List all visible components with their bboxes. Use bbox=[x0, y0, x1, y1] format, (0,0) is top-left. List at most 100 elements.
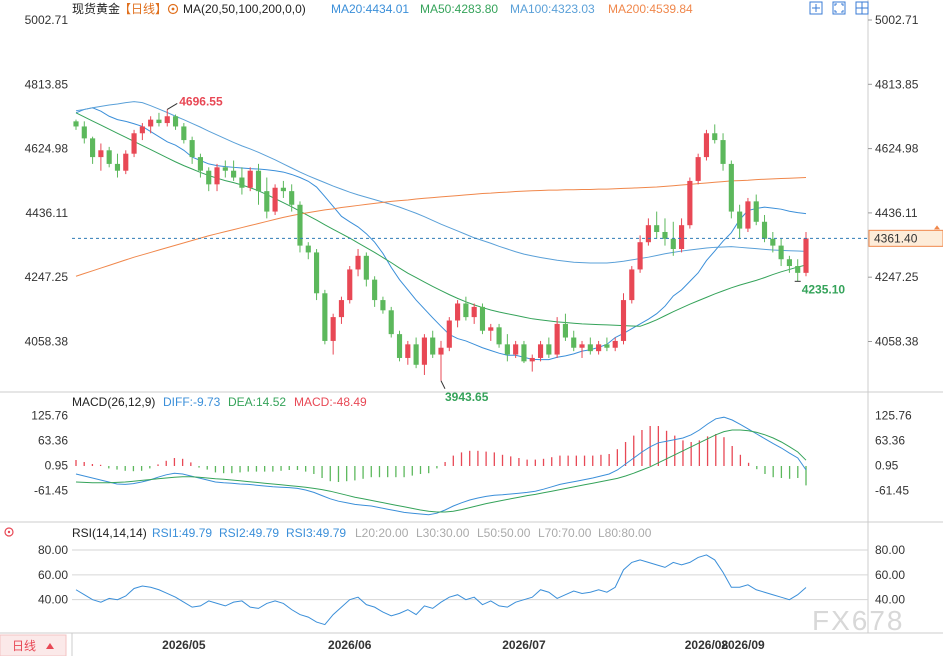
candle-body bbox=[347, 269, 353, 301]
candle-body bbox=[712, 133, 718, 141]
candle-body bbox=[123, 153, 129, 171]
rsi-l30: L30:30.00 bbox=[416, 526, 470, 540]
candle-body bbox=[297, 204, 303, 246]
candle-body bbox=[322, 293, 328, 341]
candle-body bbox=[645, 225, 651, 243]
candle-body bbox=[413, 344, 419, 365]
ma-line-ma200 bbox=[75, 177, 807, 277]
rsi-l80: L80:80.00 bbox=[598, 526, 652, 540]
macd-header: MACD(26,12,9) DIFF:-9.73 DEA:14.52 MACD:… bbox=[72, 395, 367, 409]
candle-body bbox=[471, 306, 477, 318]
candle-body bbox=[81, 126, 87, 139]
rsi1-value: RSI1:49.79 bbox=[152, 526, 212, 540]
period-button[interactable]: 日线 bbox=[0, 634, 67, 656]
y-tick-label-left: 4624.98 bbox=[25, 142, 69, 156]
y-tick-label-left: 5002.71 bbox=[25, 13, 69, 27]
rsi-header: RSI(14,14,14) RSI1:49.79 RSI2:49.79 RSI3… bbox=[4, 526, 652, 540]
candle-body bbox=[745, 201, 751, 229]
rsi-tick-label-left: 40.00 bbox=[38, 593, 68, 607]
candle-body bbox=[313, 252, 320, 294]
rsi-tick-label-left: 60.00 bbox=[38, 568, 68, 582]
rsi-line bbox=[75, 554, 807, 626]
high-annotation: 4696.55 bbox=[179, 94, 223, 108]
move-icon[interactable] bbox=[809, 1, 823, 15]
rsi-l20: L20:20.00 bbox=[355, 526, 409, 540]
candle-body bbox=[529, 357, 535, 362]
candle-body bbox=[90, 138, 96, 158]
caret-up-icon bbox=[46, 643, 54, 649]
x-tick-label: 2026/07 bbox=[502, 638, 546, 652]
candle-body bbox=[363, 255, 369, 280]
candle-body bbox=[703, 133, 710, 158]
macd-tick-label-left: 125.76 bbox=[31, 409, 68, 423]
candle-body bbox=[513, 344, 519, 355]
macd-tick-label-left: 63.36 bbox=[38, 434, 68, 448]
macd-tick-label-right: -61.45 bbox=[875, 484, 909, 498]
candle-body bbox=[189, 140, 195, 158]
y-tick-label-right: 5002.71 bbox=[875, 13, 919, 27]
rsi-tick-label-right: 80.00 bbox=[875, 543, 905, 557]
watermark: FX678 bbox=[812, 605, 905, 636]
candle-body bbox=[479, 306, 486, 331]
ma-label: MA(20,50,100,200,0,0) bbox=[183, 2, 306, 16]
x-tick-label: 2026/08 bbox=[685, 638, 729, 652]
period-button-label: 日线 bbox=[12, 639, 36, 653]
last-price-label: 4361.40 bbox=[874, 231, 918, 245]
candle-body bbox=[222, 167, 228, 171]
grid-icon[interactable] bbox=[855, 1, 869, 15]
candle-body bbox=[156, 119, 162, 124]
rsi-tick-label-left: 80.00 bbox=[38, 543, 68, 557]
y-tick-label-left: 4436.11 bbox=[26, 206, 69, 220]
candle-body bbox=[587, 344, 593, 352]
low-annotation: 3943.65 bbox=[445, 390, 489, 404]
ma100-value: MA100:4323.03 bbox=[510, 2, 595, 16]
candle-body bbox=[172, 116, 179, 127]
candle-body bbox=[164, 116, 170, 124]
macd-diff: DIFF:-9.73 bbox=[163, 395, 221, 409]
candle-body bbox=[197, 157, 204, 171]
candle-body bbox=[488, 327, 494, 331]
candle-body bbox=[139, 126, 145, 134]
candle-body bbox=[753, 201, 759, 222]
macd-dea-line bbox=[75, 429, 807, 513]
fullscreen-icon[interactable] bbox=[832, 1, 846, 15]
candle-body bbox=[206, 170, 212, 185]
candle-body bbox=[421, 337, 427, 365]
candle-body bbox=[670, 238, 676, 250]
y-tick-label-right: 4624.98 bbox=[875, 142, 919, 156]
rsi-l50: L50:50.00 bbox=[477, 526, 531, 540]
candle-body bbox=[737, 211, 743, 229]
candle-body bbox=[455, 303, 461, 321]
candle-body bbox=[662, 231, 668, 239]
candle-body bbox=[430, 337, 436, 355]
candle-body bbox=[604, 344, 610, 348]
y-tick-label-left: 4247.25 bbox=[25, 270, 69, 284]
candle-body bbox=[305, 245, 311, 253]
candle-body bbox=[239, 177, 245, 188]
candle-body bbox=[795, 266, 801, 273]
candle-body bbox=[247, 170, 253, 188]
rsi-settings-icon[interactable] bbox=[4, 527, 14, 537]
macd-tick-label-left: 0.95 bbox=[45, 459, 69, 473]
candle-body bbox=[554, 323, 560, 355]
candle-layer bbox=[73, 109, 809, 381]
candle-body bbox=[214, 167, 220, 185]
macd-tick-label-right: 125.76 bbox=[875, 409, 912, 423]
settings-icon[interactable] bbox=[167, 3, 179, 15]
rsi-tick-label-right: 40.00 bbox=[875, 593, 905, 607]
candle-body bbox=[438, 347, 444, 355]
candle-body bbox=[388, 310, 394, 335]
last-price-arrow bbox=[934, 225, 940, 230]
ma50-value: MA50:4283.80 bbox=[420, 2, 498, 16]
candle-body bbox=[637, 242, 643, 270]
candle-body bbox=[778, 245, 784, 260]
candle-body bbox=[330, 317, 336, 341]
x-tick-label: 2026/09 bbox=[721, 638, 765, 652]
candle-body bbox=[396, 334, 403, 358]
period-label: 【日线】 bbox=[119, 2, 167, 16]
candle-body bbox=[73, 121, 79, 127]
candle-body bbox=[148, 119, 154, 127]
macd-dea: DEA:14.52 bbox=[228, 395, 286, 409]
